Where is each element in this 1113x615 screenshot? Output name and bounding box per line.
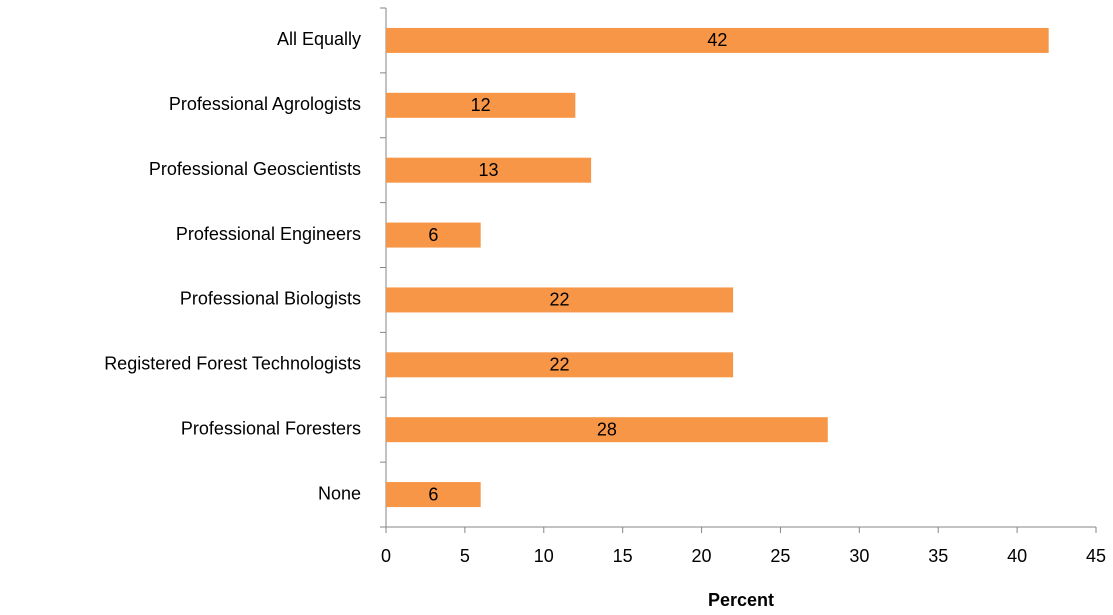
bar (386, 352, 734, 378)
x-tick-label: 10 (534, 546, 554, 566)
x-tick-label: 30 (849, 546, 869, 566)
data-label: 22 (550, 355, 570, 375)
y-tick-label: None (318, 483, 361, 503)
bar (386, 417, 828, 443)
data-label: 13 (479, 160, 499, 180)
data-label: 42 (707, 30, 727, 50)
x-axis-label: Percent (708, 590, 774, 610)
x-tick-label: 5 (460, 546, 470, 566)
data-label: 12 (471, 95, 491, 115)
data-label: 22 (550, 290, 570, 310)
y-tick-label: Professional Geoscientists (149, 159, 361, 179)
x-tick-label: 0 (381, 546, 391, 566)
data-label: 6 (428, 484, 438, 504)
bar (386, 157, 592, 183)
bar (386, 27, 1049, 53)
y-tick-label: Professional Agrologists (169, 94, 361, 114)
x-tick-label: 15 (613, 546, 633, 566)
data-label: 28 (597, 419, 617, 439)
data-label: 6 (428, 225, 438, 245)
x-tick-label: 45 (1086, 546, 1106, 566)
bar (386, 482, 481, 508)
bar (386, 92, 576, 118)
x-tick-label: 25 (770, 546, 790, 566)
y-tick-label: Professional Engineers (176, 224, 361, 244)
x-tick-label: 35 (928, 546, 948, 566)
bar (386, 222, 481, 248)
x-tick-label: 20 (692, 546, 712, 566)
x-tick-label: 40 (1007, 546, 1027, 566)
bar (386, 287, 734, 313)
y-tick-label: Registered Forest Technologists (104, 354, 361, 374)
y-tick-label: Professional Biologists (180, 289, 361, 309)
y-tick-label: Professional Foresters (181, 418, 361, 438)
y-tick-label: All Equally (277, 29, 361, 49)
